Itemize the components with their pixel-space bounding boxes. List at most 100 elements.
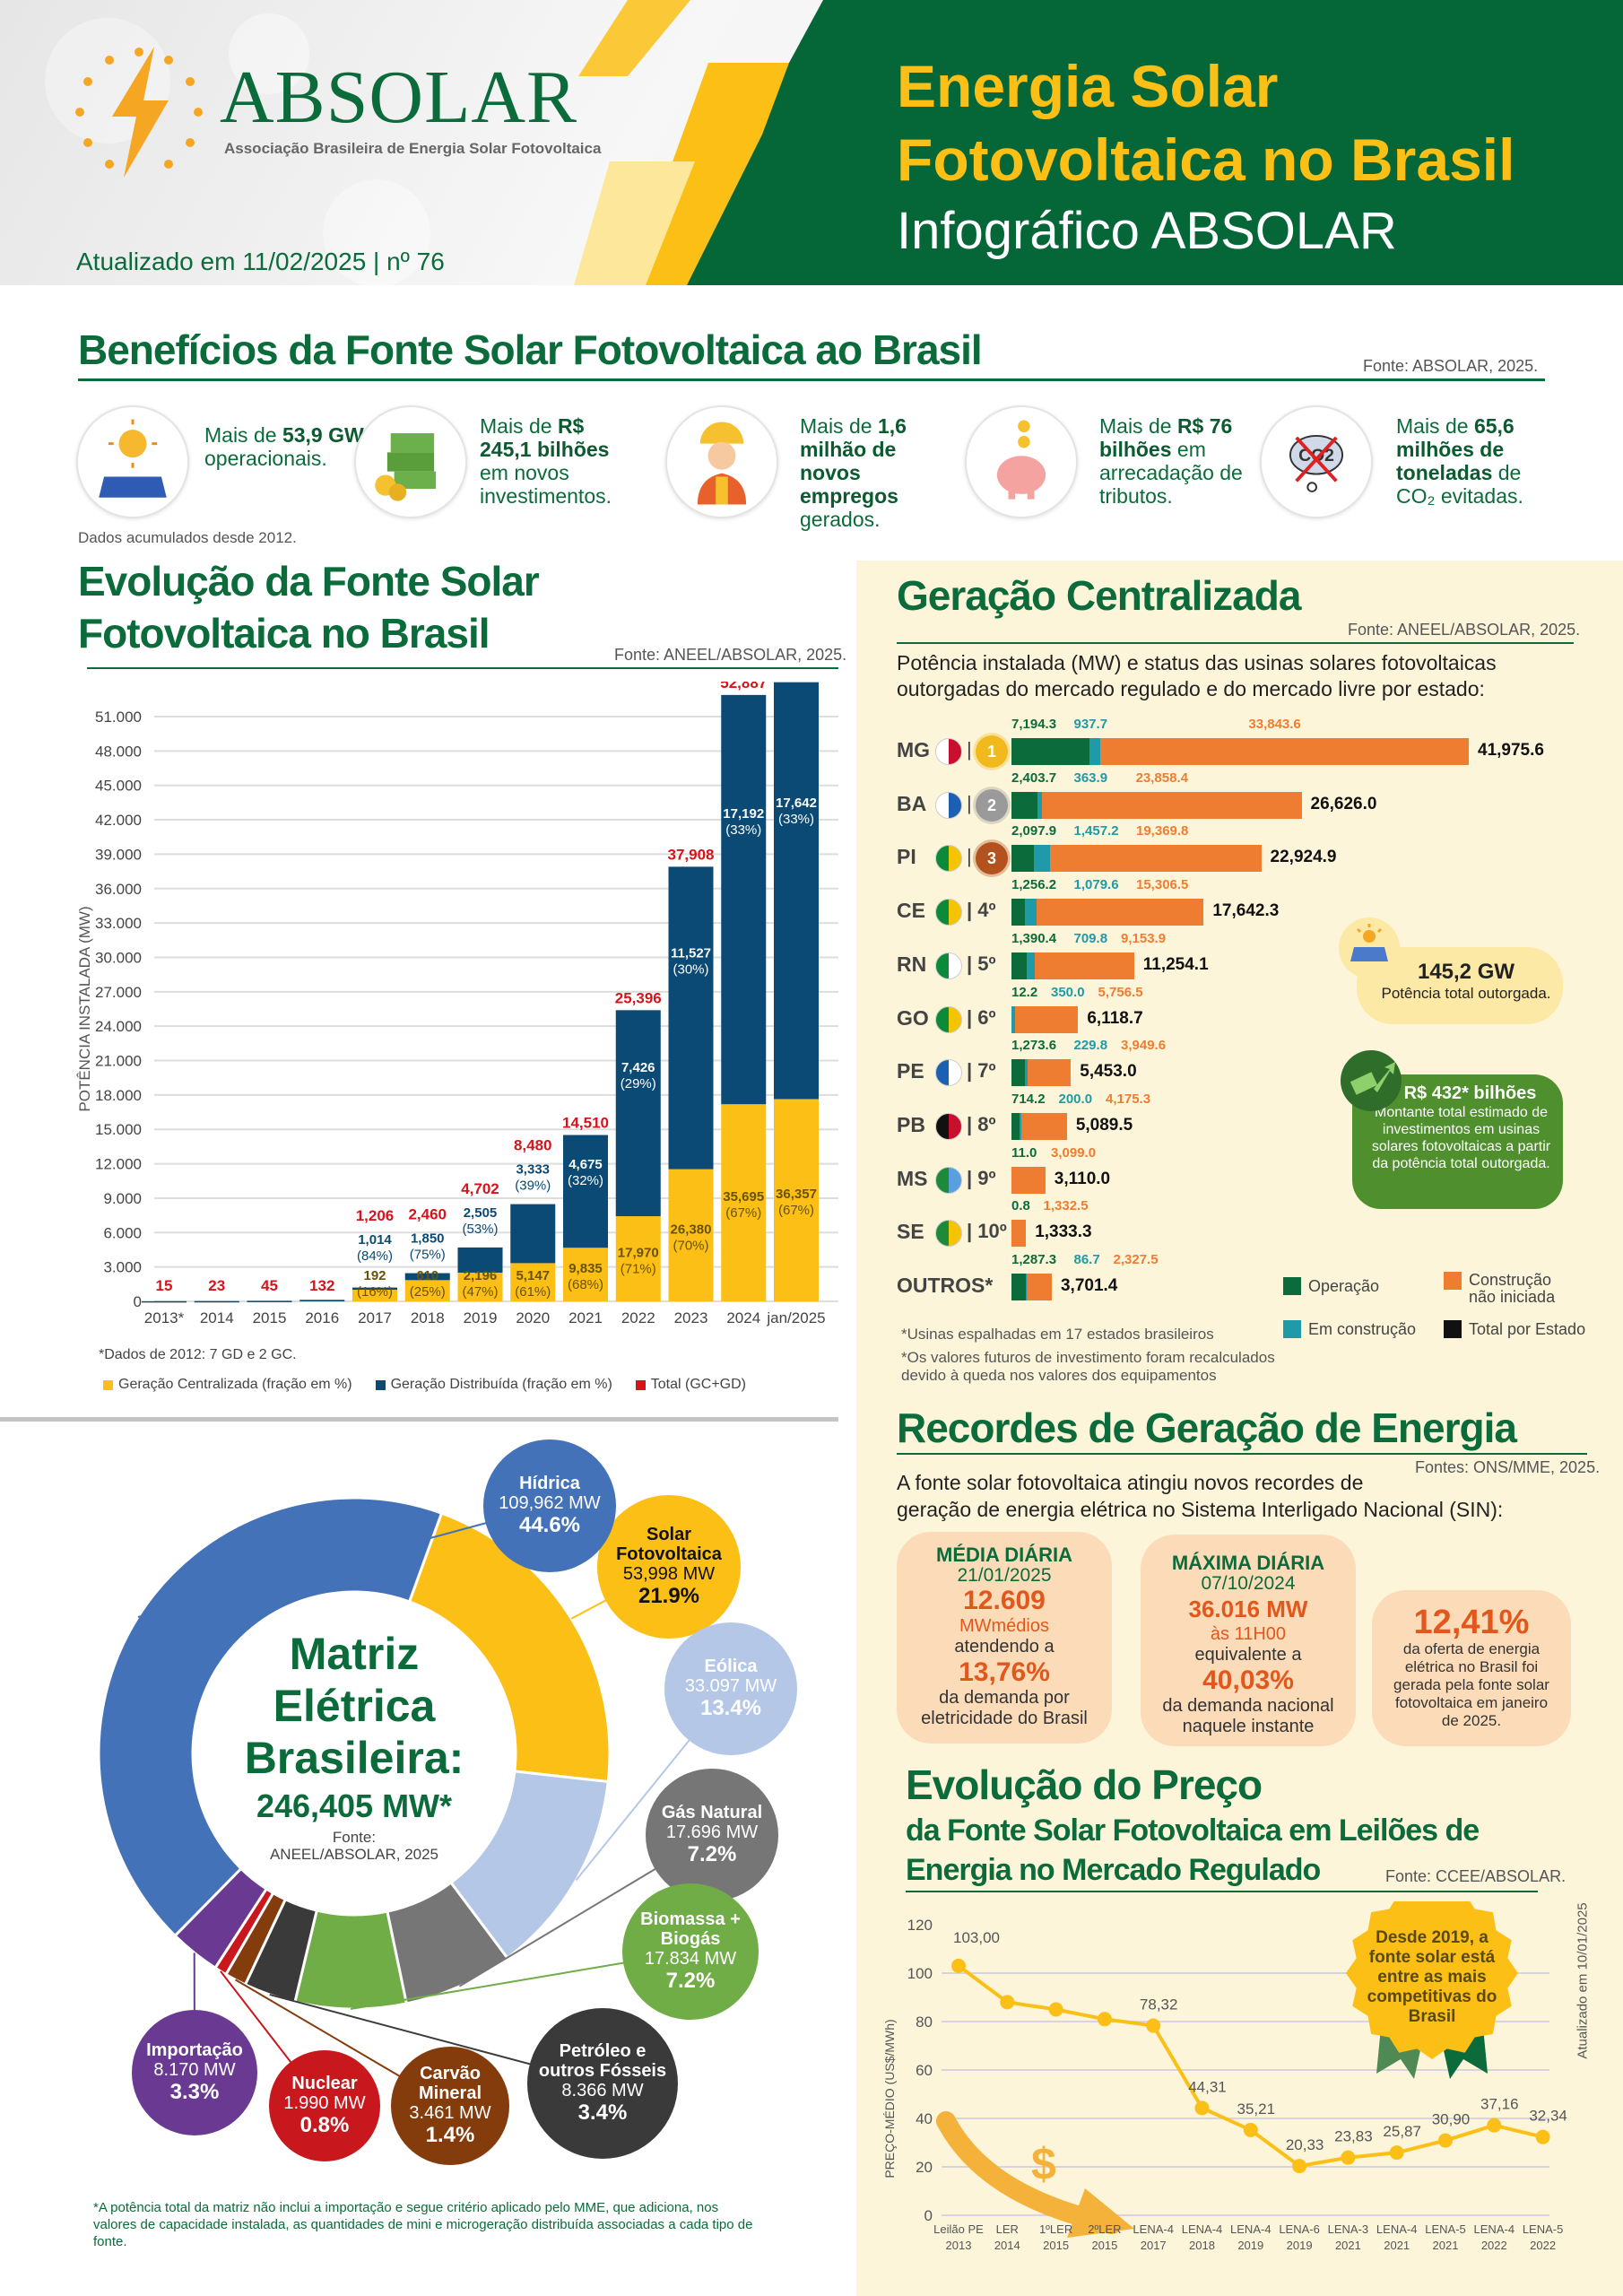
x-tick-label-line1: LENA-5: [1425, 2222, 1466, 2236]
x-tick-label-line2: 2021: [1384, 2239, 1410, 2252]
bubble-mw: 8.366 MW: [561, 2081, 644, 2100]
bar-label-centralized-pct: (29%): [621, 1076, 656, 1091]
legend-operation: Operação: [1283, 1277, 1379, 1296]
x-tick-label-line1: Leilão PE: [933, 2222, 984, 2236]
record-avg-value: 12.609: [963, 1586, 1046, 1615]
bar-label-distributed-value: 610: [416, 1268, 438, 1283]
bubble-pct: 44.6%: [518, 1513, 581, 1537]
bar-label-distributed-pct: (47%): [462, 1284, 498, 1300]
benefit-icon-circle: [354, 405, 467, 518]
x-tick-label: 2013*: [144, 1309, 185, 1326]
logo-subtitle: Associação Brasileira de Energia Solar F…: [224, 140, 602, 157]
benefit-text-prefix: Mais de: [800, 414, 878, 438]
y-tick-label: 20: [916, 2159, 933, 2176]
bar-segment-centralized: [563, 1248, 608, 1301]
bubble-mw: 109,962 MW: [499, 1493, 601, 1513]
bar-segment-distributed: [563, 1135, 608, 1248]
bubble-pct: 1.4%: [425, 2123, 475, 2147]
legend-swatch-total: [1444, 1320, 1462, 1338]
benefit-text: Mais de R$ 245,1 bilhões em novos invest…: [480, 414, 641, 508]
bar-label-distributed-pct: (25%): [410, 1284, 446, 1300]
x-tick-label: 2022: [621, 1309, 655, 1326]
label-operation: 714.2: [1011, 1091, 1046, 1107]
bar-not-started: [1041, 791, 1302, 819]
state-code: PB: [897, 1112, 925, 1136]
rank-separator: |: [967, 738, 972, 761]
bar-label-distributed-pct: (67%): [778, 1203, 814, 1218]
x-tick-label-line2: 2015: [1091, 2239, 1117, 2252]
legend-swatch: [635, 1379, 646, 1390]
bar-not-started: [1026, 1274, 1052, 1300]
benefit-icon-circle: [665, 405, 778, 518]
matrix-center-title: Matriz Elétrica Brasileira: 246,405 MW* …: [193, 1628, 516, 1863]
benefit-text-prefix: Mais de: [1396, 414, 1474, 438]
matrix-source-line2: ANEEL/ABSOLAR, 2025: [269, 1846, 439, 1863]
benefit-text-suffix: operacionais.: [204, 447, 327, 470]
flag-rn-icon: [935, 952, 962, 979]
price-point: [1535, 2129, 1550, 2144]
x-tick-label-line2: 2022: [1530, 2239, 1556, 2252]
price-data-label: 30,90: [1432, 2111, 1471, 2128]
price-point: [1438, 2133, 1453, 2148]
benefit-text-prefix: Mais de: [1099, 414, 1177, 438]
bar-label-centralized-pct: (75%): [410, 1248, 446, 1263]
state-code: MG: [897, 738, 931, 761]
matrix-bubble: Importação 8.170 MW 3.3%: [132, 2010, 257, 2135]
bar-total-label: 17,642.3: [1212, 901, 1280, 921]
bar-total-label: 52,887: [720, 682, 767, 691]
bar-label-distributed-pct: (67%): [725, 1205, 761, 1221]
x-tick-label-line1: LENA-4: [1376, 2222, 1418, 2236]
y-tick-label: 0: [924, 2207, 933, 2224]
benefit-highlight: R$ 76 bilhões: [1099, 414, 1233, 461]
label-operation: 11.0: [1011, 1144, 1037, 1161]
flag-go-icon: [935, 1005, 962, 1033]
legend-swatch-construction: [1283, 1320, 1301, 1338]
bubble-source-name: Eólica: [704, 1657, 758, 1676]
solar-panel-icon: [1339, 918, 1400, 978]
y-tick-label: 21.000: [95, 1053, 142, 1070]
investment-callout-label: Montante total estimado de investimentos…: [1371, 1105, 1551, 1171]
bar-label-centralized-value: 1,014: [358, 1232, 392, 1248]
state-code: CE: [897, 899, 925, 923]
bubble-source-name: Biomassa + Biogás: [640, 1909, 741, 1949]
bubble-pct: 3.4%: [577, 2100, 628, 2125]
bar-total-label: 4,702: [461, 1180, 499, 1197]
bar-segment-distributed: [668, 866, 714, 1170]
x-tick-label-line2: 2015: [1043, 2239, 1069, 2252]
bar-label-distributed-value: 36,357: [776, 1187, 817, 1202]
records-intro-line2: geração de energia elétrica no Sistema I…: [897, 1498, 1504, 1521]
bar-construction: [1034, 845, 1051, 873]
bar-total-label: 3,701.4: [1060, 1276, 1118, 1295]
label-not-started: 33,843.6: [1248, 717, 1301, 732]
x-tick-label: jan/2025: [766, 1309, 825, 1326]
bar-operation: [1011, 738, 1090, 765]
matrix-total: 246,405 MW*: [256, 1787, 453, 1824]
x-tick-label-line2: 2014: [994, 2239, 1020, 2252]
price-point: [1048, 2002, 1063, 2017]
x-tick-label: 2016: [305, 1309, 339, 1326]
benefit-text-prefix: Mais de: [204, 423, 282, 447]
benefit-highlight: 65,6 milhões de toneladas: [1396, 414, 1515, 484]
benefit-text: Mais de R$ 76 bilhões em arrecadação de …: [1099, 414, 1261, 508]
updated-date: Atualizado em 11/02/2025 | nº 76: [76, 248, 445, 275]
x-tick-label-line1: LENA-3: [1328, 2222, 1369, 2236]
flag-ms-icon: [935, 1166, 962, 1194]
y-tick-label: 51.000: [95, 709, 142, 726]
x-tick-label: 2018: [411, 1309, 445, 1326]
price-data-label: 23,83: [1334, 2128, 1373, 2145]
bar-operation: [1011, 1112, 1020, 1140]
legend-total: Total por Estado: [1444, 1320, 1585, 1339]
centralized-footnote1: *Usinas espalhadas em 17 estados brasile…: [901, 1326, 1214, 1343]
bar-label-centralized-value: 4,675: [568, 1157, 603, 1172]
matrix-title-line1: Matriz: [289, 1629, 420, 1679]
legend-item: Total (GC+GD): [635, 1377, 746, 1393]
benefit-text: Mais de 53,9 GW operacionais.: [204, 423, 366, 470]
flag-se-icon: [935, 1220, 962, 1248]
price-point: [1243, 2122, 1258, 2137]
bar-construction: [1025, 1274, 1027, 1300]
bar-segment-distributed: [404, 1273, 450, 1281]
y-tick-label: 15.000: [95, 1121, 142, 1138]
state-rank: | 8º: [967, 1112, 996, 1135]
bar-total-label: 26,626.0: [1310, 794, 1377, 813]
x-tick-label-line2: 2019: [1287, 2239, 1313, 2252]
